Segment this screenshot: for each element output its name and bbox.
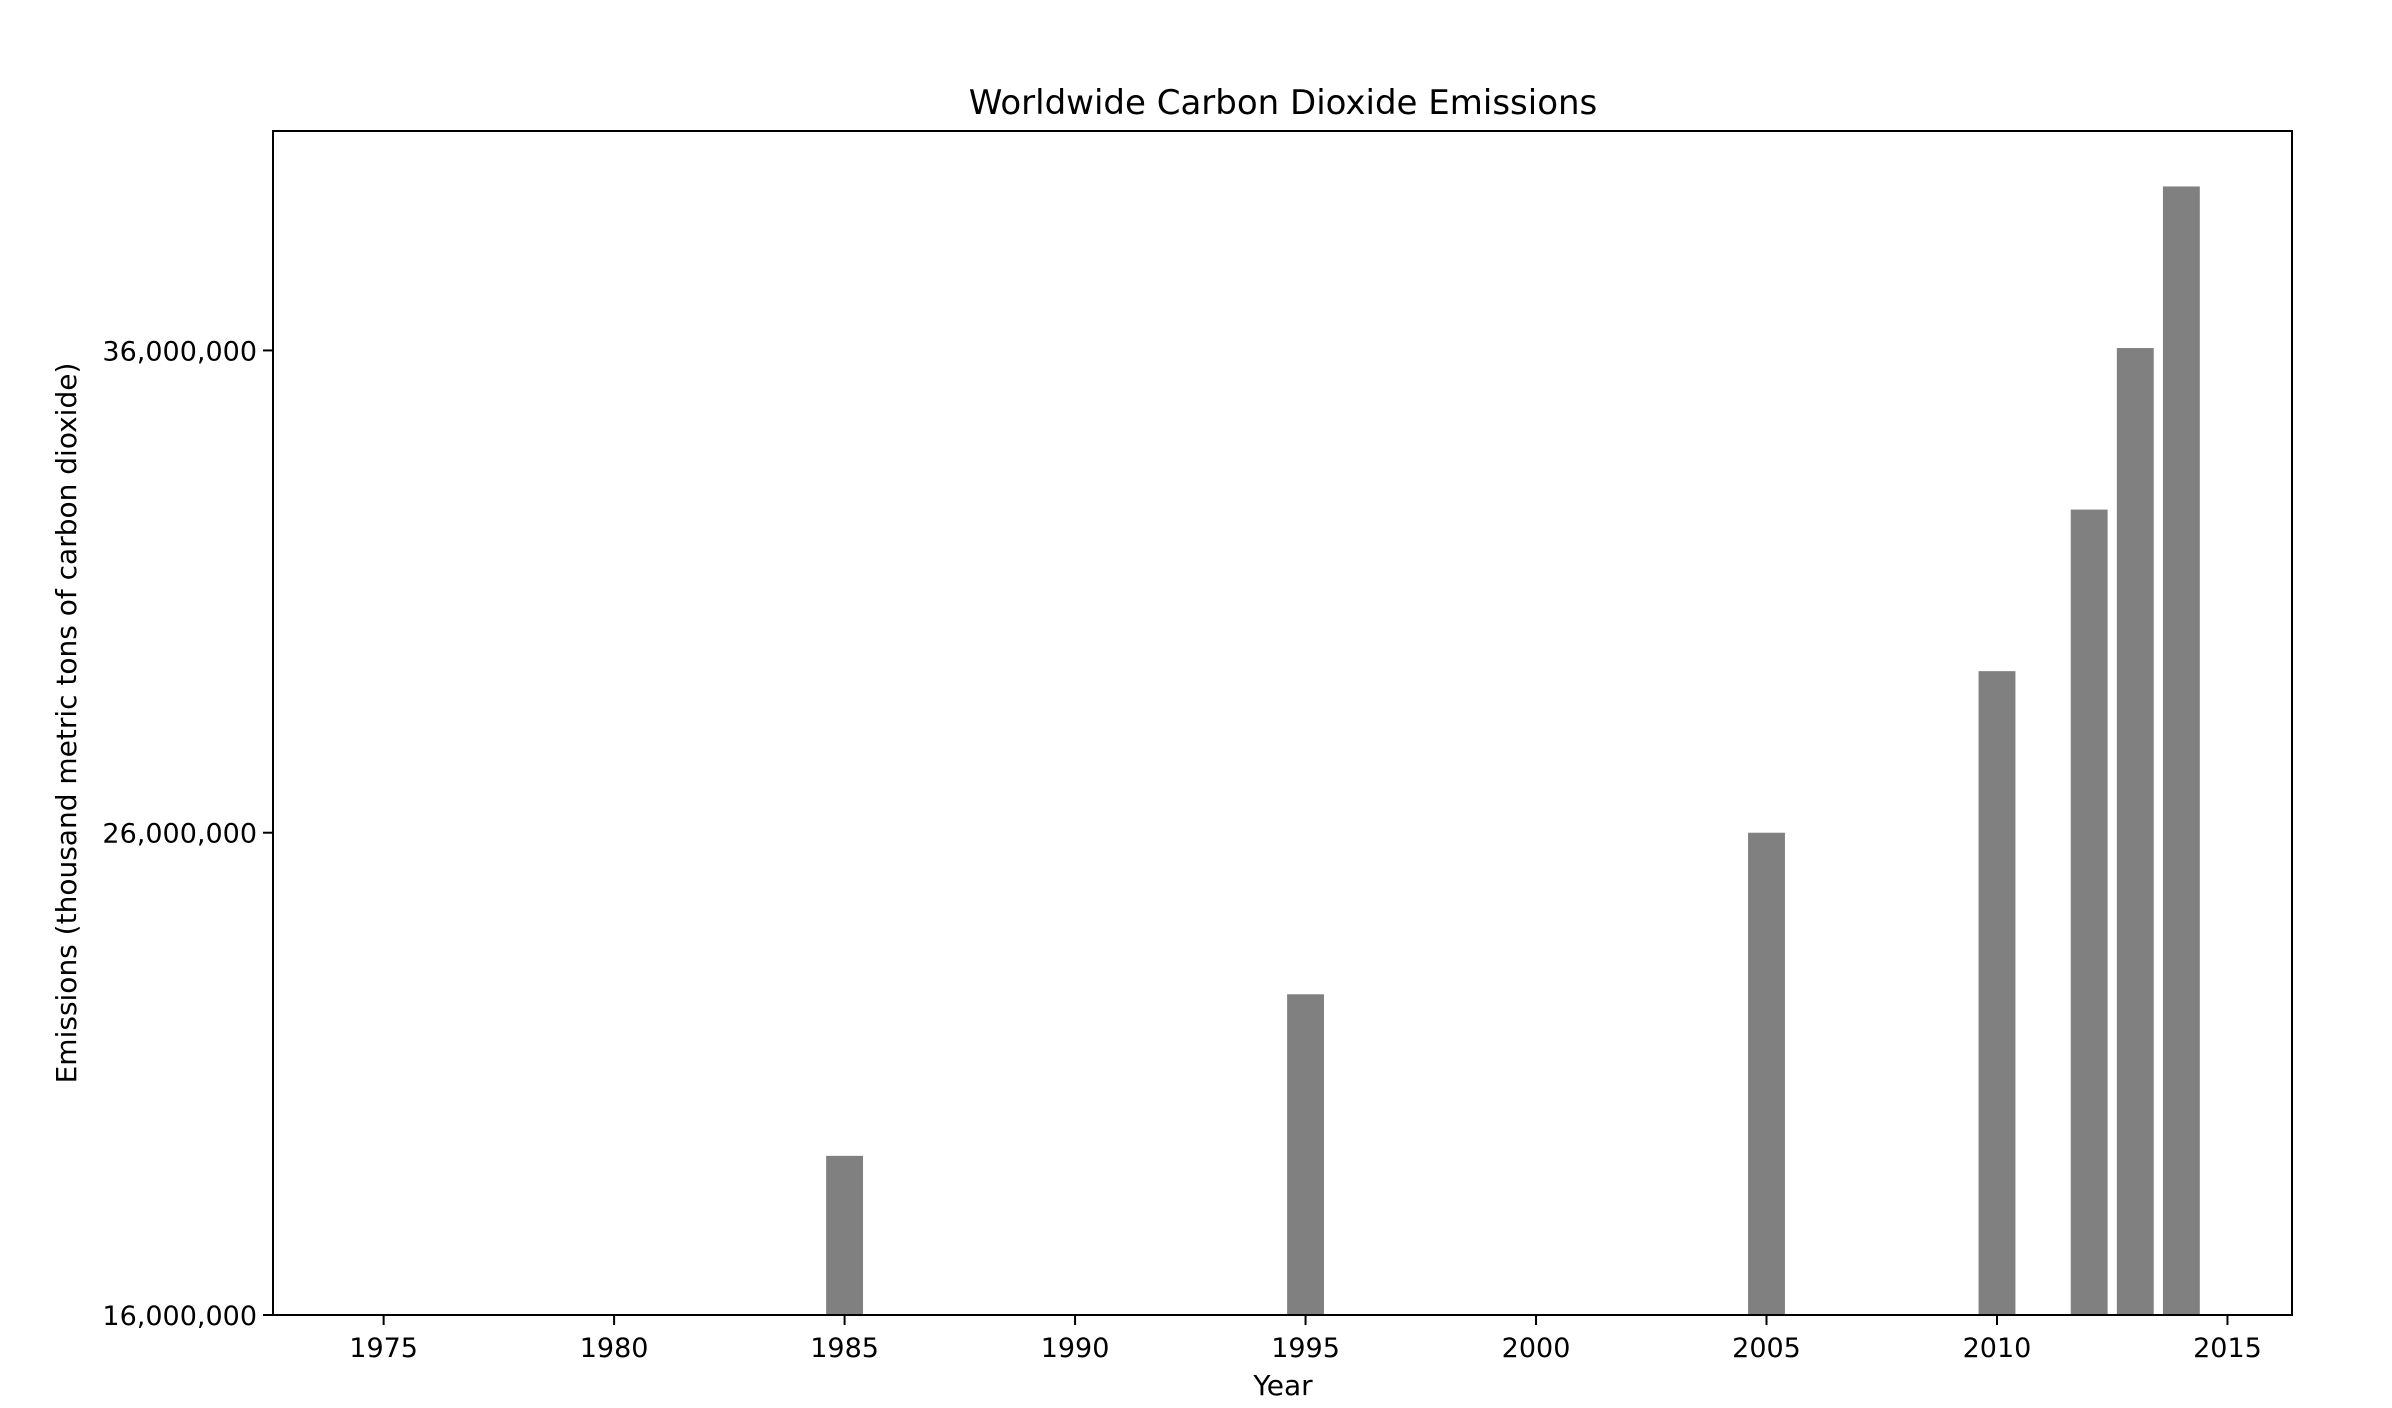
- bar-2010: [1978, 671, 2016, 1315]
- x-tick-label-1975: 1975: [349, 1333, 418, 1364]
- x-tick-label-2015: 2015: [2193, 1333, 2262, 1364]
- x-tick-label-1980: 1980: [580, 1333, 649, 1364]
- x-tick-label-1990: 1990: [1041, 1333, 1110, 1364]
- plot-area-frame: [272, 130, 2293, 1316]
- bar-2014: [2162, 186, 2200, 1316]
- x-axis-label: Year: [1252, 1369, 1313, 1402]
- bars-group: [826, 186, 2200, 1316]
- y-tick-label-16000000: 16,000,000: [102, 1301, 257, 1332]
- bar-1995: [1287, 994, 1324, 1315]
- y-tick-label-36000000: 36,000,000: [102, 336, 257, 367]
- x-tick-label-1995: 1995: [1271, 1333, 1340, 1364]
- x-tick-label-2010: 2010: [1963, 1333, 2032, 1364]
- bar-1985: [826, 1155, 864, 1315]
- bar-2005: [1748, 832, 1785, 1315]
- bar-2012: [2070, 509, 2108, 1316]
- bar-2013: [2116, 348, 2154, 1315]
- x-axis-ticks: 1975 1980 1985 1990 1995 2000 2005 2010 2015: [349, 1315, 2262, 1364]
- chart-title: Worldwide Carbon Dioxide Emissions: [969, 83, 1598, 123]
- x-tick-label-2000: 2000: [1502, 1333, 1571, 1364]
- y-tick-label-26000000: 26,000,000: [102, 819, 257, 850]
- y-axis-label: Emissions (thousand metric tons of carbo…: [50, 363, 83, 1084]
- x-tick-label-2005: 2005: [1732, 1333, 1801, 1364]
- y-axis-ticks: 16,000,000 26,000,000 36,000,000: [102, 336, 273, 1332]
- x-tick-label-1985: 1985: [810, 1333, 879, 1364]
